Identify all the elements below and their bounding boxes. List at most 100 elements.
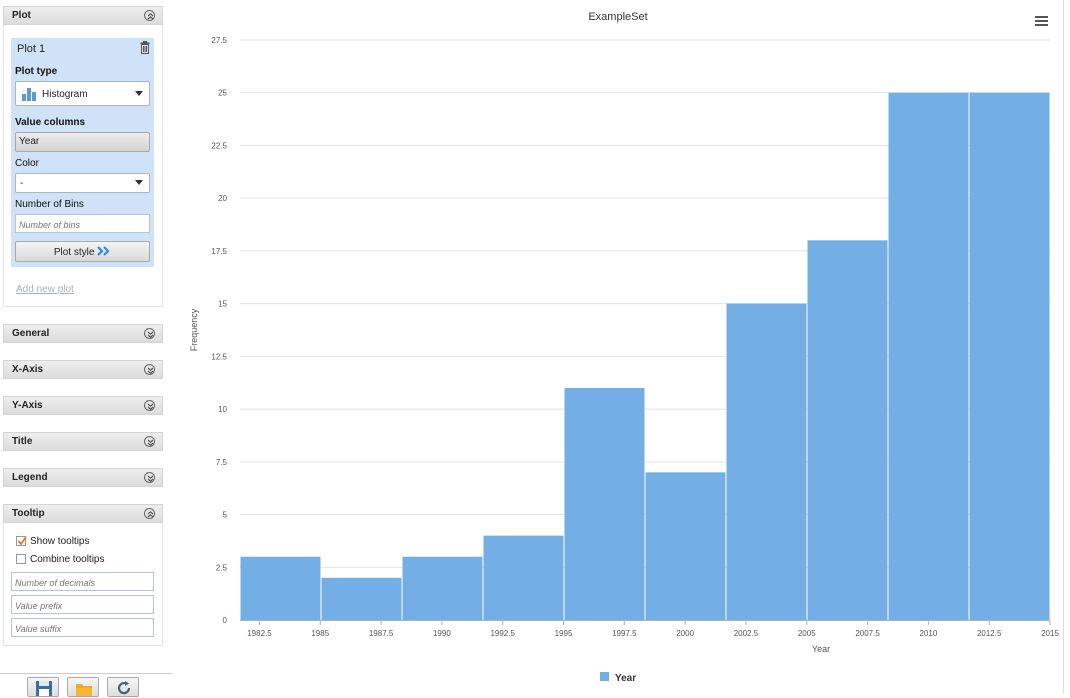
combine-tooltips-label: Combine tooltips (30, 554, 105, 565)
y-axis-section-title: Y-Axis (12, 400, 43, 411)
x-axis-section-title: X-Axis (12, 364, 44, 375)
plot-card: Plot 1 Plot type Histogram Value columns… (11, 38, 154, 267)
legend-section-header[interactable]: Legend (3, 468, 163, 487)
plot-card-title: Plot 1 (17, 43, 46, 55)
expand-down-icon[interactable] (144, 400, 155, 411)
save-button[interactable] (27, 677, 59, 697)
general-section-title: General (12, 328, 50, 339)
plot-style-button[interactable]: Plot style (15, 241, 150, 262)
title-section-header[interactable]: Title (3, 432, 163, 451)
color-value: - (20, 178, 24, 189)
histogram-bar[interactable] (807, 240, 888, 620)
histogram-bar[interactable] (969, 92, 1050, 620)
number-of-decimals-input[interactable] (11, 572, 154, 591)
chart-title: ExampleSet (588, 11, 647, 23)
x-tick-label: 1995 (555, 629, 573, 638)
refresh-button[interactable] (107, 677, 139, 697)
value-column-item[interactable]: Year (15, 132, 150, 152)
plot-type-value: Histogram (42, 89, 88, 100)
x-tick-label: 1990 (433, 629, 451, 638)
x-axis: 1982.5 1985 1987.5 1990 1992.5 1995 1997.5 2000… (240, 620, 1059, 638)
plot-style-label: Plot style (53, 247, 95, 258)
open-button[interactable] (67, 677, 99, 697)
number-of-bins-input[interactable] (15, 214, 150, 233)
x-tick-label: 2005 (798, 629, 816, 638)
y-tick-label: 2.5 (216, 563, 228, 572)
x-tick-label: 2012.5 (977, 629, 1002, 638)
x-tick-label: 2015 (1041, 629, 1059, 638)
histogram-bar[interactable] (240, 556, 321, 620)
tooltip-section-header[interactable]: Tooltip (3, 504, 163, 523)
y-tick-label: 20 (218, 194, 227, 203)
y-tick-label: 0 (223, 616, 228, 625)
histogram-bar[interactable] (726, 303, 807, 620)
y-axis-label: Frequency (189, 308, 199, 351)
histogram-bar[interactable] (564, 388, 645, 620)
histogram-bars (240, 92, 1050, 620)
x-tick-label: 2002.5 (734, 629, 759, 638)
legend-section-title: Legend (12, 472, 48, 483)
bins-label: Number of Bins (15, 199, 84, 210)
plot-type-label: Plot type (15, 66, 58, 77)
double-chevron-right-icon (97, 246, 111, 258)
general-section-header[interactable]: General (3, 324, 163, 343)
chart-canvas: ExampleSet 1982.5 1985 1987.5 1990 1992.5 199… (189, 11, 1059, 684)
value-suffix-input[interactable] (11, 618, 154, 637)
plot-section-title: Plot (12, 10, 31, 21)
y-axis-section-header[interactable]: Y-Axis (3, 396, 163, 415)
x-tick-label: 1987.5 (369, 629, 394, 638)
value-columns-label: Value columns (15, 117, 86, 128)
x-tick-label: 2000 (676, 629, 694, 638)
dropdown-arrow-icon (135, 90, 143, 96)
legend-item-year[interactable]: Year (615, 673, 636, 684)
x-tick-label: 2010 (919, 629, 937, 638)
expand-down-icon[interactable] (144, 364, 155, 375)
hamburger-menu-icon[interactable] (1035, 16, 1048, 26)
x-axis-section-header[interactable]: X-Axis (3, 360, 163, 379)
histogram-bar[interactable] (321, 577, 402, 620)
histogram-chart: ExampleSet 1982.5 1985 1987.5 1990 1992.5 199… (172, 0, 1062, 693)
x-axis-label: Year (812, 644, 830, 654)
histogram-bar[interactable] (402, 556, 483, 620)
x-tick-label: 1982.5 (247, 629, 272, 638)
footer-divider (0, 673, 172, 674)
expand-down-icon[interactable] (144, 436, 155, 447)
histogram-bar[interactable] (483, 535, 564, 620)
y-tick-label: 10 (218, 405, 227, 414)
histogram-icon (22, 87, 36, 104)
plot-type-dropdown[interactable]: Histogram (15, 81, 150, 106)
collapse-up-icon[interactable] (144, 10, 155, 21)
tooltip-section-title: Tooltip (12, 508, 45, 519)
histogram-bar[interactable] (888, 92, 969, 620)
value-prefix-input[interactable] (11, 595, 154, 614)
right-border (1063, 0, 1064, 693)
color-label: Color (15, 158, 39, 169)
collapse-up-icon[interactable] (144, 508, 155, 519)
y-tick-label: 5 (223, 511, 228, 520)
chart-config-sidebar: Plot Plot 1 Plot type Histogram Value co… (0, 0, 172, 697)
show-tooltips-label: Show tooltips (30, 536, 90, 547)
expand-down-icon[interactable] (144, 328, 155, 339)
y-tick-label: 7.5 (216, 458, 228, 467)
show-tooltips-checkbox[interactable] (16, 536, 27, 546)
y-tick-label: 15 (218, 300, 227, 309)
y-tick-label: 25 (218, 89, 227, 98)
plot-section-header[interactable]: Plot (3, 6, 163, 25)
y-tick-label: 22.5 (211, 141, 227, 150)
combine-tooltips-checkbox[interactable] (16, 554, 26, 564)
x-tick-label: 1997.5 (612, 629, 637, 638)
y-tick-label: 12.5 (211, 352, 227, 361)
color-dropdown[interactable]: - (15, 173, 150, 193)
y-tick-label: 27.5 (211, 36, 227, 45)
title-section-title: Title (12, 436, 33, 447)
legend[interactable]: Year (600, 672, 636, 684)
x-tick-label: 2007.5 (855, 629, 880, 638)
dropdown-arrow-icon (135, 180, 143, 185)
trash-icon[interactable] (140, 41, 150, 59)
add-new-plot-link[interactable]: Add new plot (16, 284, 74, 295)
y-tick-label: 17.5 (211, 247, 227, 256)
expand-down-icon[interactable] (144, 472, 155, 483)
histogram-bar[interactable] (645, 472, 726, 620)
x-tick-label: 1992.5 (490, 629, 515, 638)
legend-swatch (600, 672, 609, 681)
